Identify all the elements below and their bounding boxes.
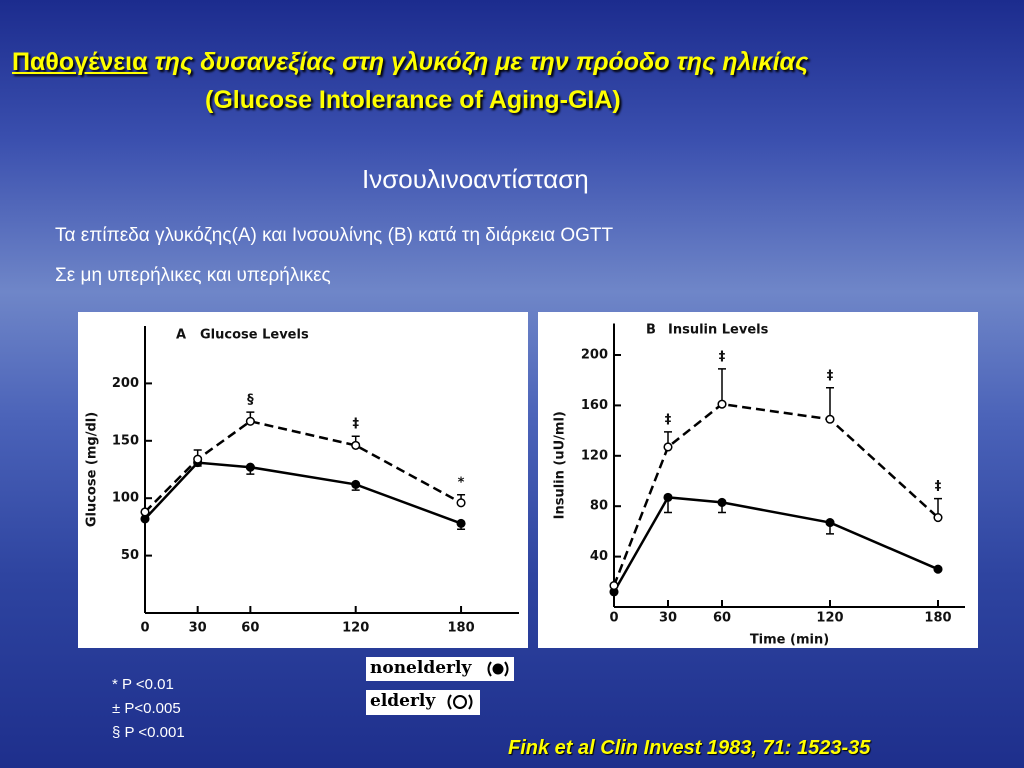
data-point <box>717 497 727 507</box>
footnote: § P <0.001 <box>112 724 185 741</box>
data-point <box>245 416 255 426</box>
y-axis-label: Insulin (uU/ml) <box>553 411 568 519</box>
x-tick-label: 0 <box>609 611 618 626</box>
citation: Fink et al Clin Invest 1983, 71: 1523-35 <box>508 737 871 759</box>
chart-b: B Insulin Levels Insulin (uU/ml) Time (min)… <box>538 312 978 648</box>
x-tick-label: 120 <box>342 621 369 636</box>
x-tick-label: 30 <box>189 621 207 636</box>
title-rest: της δυσανεξίας στη γλυκόζη με την πρόοδο… <box>154 48 809 76</box>
series-line <box>612 496 939 593</box>
legend-entry: elderly <box>366 690 480 715</box>
panel-letter: A <box>176 328 186 343</box>
chart-title: Insulin Levels <box>668 323 769 338</box>
footnote: ± P<0.005 <box>112 700 181 717</box>
significance-label: * <box>458 475 465 490</box>
legend-label: elderly <box>370 691 436 711</box>
y-tick-label: 160 <box>581 398 608 413</box>
x-tick-label: 0 <box>140 621 149 636</box>
data-point <box>825 414 835 424</box>
legend-label: nonelderly <box>370 658 472 678</box>
y-tick-label: 120 <box>581 448 608 463</box>
x-tick-label: 180 <box>447 621 474 636</box>
x-tick-label: 60 <box>713 611 731 626</box>
y-tick-label: 200 <box>112 376 139 391</box>
error-bar <box>718 368 726 405</box>
data-point <box>933 512 943 523</box>
data-point <box>456 498 466 508</box>
chart-a: A Glucose Levels Glucose (mg/dl) 50 100 150 20… <box>78 312 528 648</box>
chart-title: Glucose Levels <box>200 328 309 343</box>
data-point <box>825 518 835 528</box>
significance-label: ‡ <box>352 417 359 432</box>
text-line: Σε μη υπερήλικες και υπερήλικες <box>55 265 331 286</box>
panel-letter: B <box>646 323 656 338</box>
significance-label: ‡ <box>719 349 726 364</box>
x-tick-label: 120 <box>816 611 843 626</box>
data-point <box>140 507 150 517</box>
y-tick-label: 50 <box>121 548 139 563</box>
y-tick-label: 80 <box>590 499 608 514</box>
legend-marker <box>487 661 509 677</box>
data-point <box>351 440 361 450</box>
y-tick-label: 100 <box>112 491 139 506</box>
data-point <box>933 564 943 574</box>
slide-title: Παθογένεια της δυσανεξίας στη γλυκόζη με… <box>12 48 808 77</box>
x-tick-label: 30 <box>659 611 677 626</box>
data-point <box>245 462 255 472</box>
data-point <box>609 581 619 591</box>
y-axis-label: Glucose (mg/dl) <box>85 412 100 527</box>
data-point <box>663 492 673 502</box>
title-line2: (Glucose Intolerance of Aging-GIA) <box>205 86 621 114</box>
error-bar <box>826 387 834 420</box>
legend-entry: nonelderly <box>366 657 514 681</box>
y-tick-label: 40 <box>590 549 608 564</box>
subtitle: Ινσουλινοαντίσταση <box>362 164 589 194</box>
footnote: * P <0.01 <box>112 676 174 693</box>
title-emphasis: Παθογένεια <box>12 48 148 76</box>
significance-label: ‡ <box>665 412 672 427</box>
series-line <box>144 461 462 525</box>
y-tick-label: 200 <box>581 348 608 363</box>
y-tick-label: 150 <box>112 433 139 448</box>
x-tick-label: 180 <box>924 611 951 626</box>
series-line <box>144 419 462 513</box>
legend-marker <box>447 694 473 710</box>
x-tick-label: 60 <box>241 621 259 636</box>
data-point <box>193 454 203 464</box>
series-line <box>612 402 939 587</box>
significance-label: § <box>247 393 254 408</box>
significance-label: ‡ <box>827 368 834 383</box>
data-point <box>351 479 361 489</box>
text-line: Τα επίπεδα γλυκόζης(A) και Ινσουλίνης (B… <box>55 225 614 246</box>
significance-label: ‡ <box>935 479 942 494</box>
data-point <box>717 399 727 409</box>
data-point <box>663 442 673 452</box>
x-axis-label: Time (min) <box>750 633 829 648</box>
data-point <box>456 518 466 529</box>
